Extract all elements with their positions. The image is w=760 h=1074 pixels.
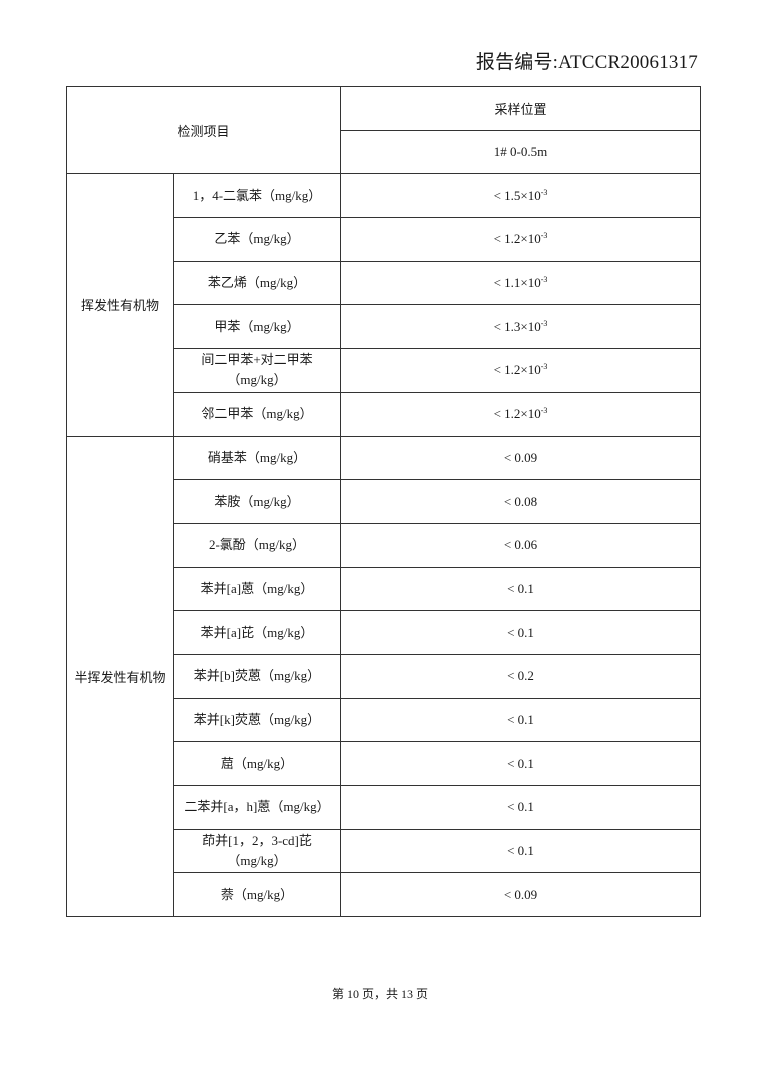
sample-id: 1# 0-0.5m bbox=[340, 129, 701, 175]
test-item: 邻二甲苯（mg/kg） bbox=[173, 391, 341, 437]
test-item: 萘（mg/kg） bbox=[173, 872, 341, 918]
report-number: 报告编号:ATCCR20061317 bbox=[475, 52, 698, 73]
table-row: 挥发性有机物 1，4-二氯苯（mg/kg） < 1.5×10-3 bbox=[66, 173, 701, 437]
test-item: 硝基苯（mg/kg） bbox=[173, 435, 341, 481]
test-item: 2-氯酚（mg/kg） bbox=[173, 522, 341, 568]
table-row: 苯并[a]蒽（mg/kg） < 0.1 bbox=[67, 566, 701, 612]
test-value: < 0.1 bbox=[340, 610, 701, 655]
value-text: < 1.2×10 bbox=[493, 406, 541, 422]
test-value: < 0.09 bbox=[340, 435, 701, 481]
test-value: < 1.2×10-3 bbox=[340, 217, 701, 262]
value-exponent: -3 bbox=[540, 406, 548, 416]
value-text: < 0.1 bbox=[507, 624, 534, 640]
test-value: < 0.1 bbox=[340, 828, 701, 874]
test-value: < 0.1 bbox=[340, 566, 701, 612]
table-row: 乙苯（mg/kg） < 1.2×10-3 bbox=[67, 217, 701, 262]
value-text: < 0.1 bbox=[507, 755, 534, 771]
value-exponent: -3 bbox=[540, 275, 548, 285]
page-footer: 第 10 页，共 13 页 bbox=[331, 987, 428, 1001]
value-text: < 0.06 bbox=[503, 537, 538, 553]
value-text: < 0.1 bbox=[507, 711, 534, 727]
value-exponent: -3 bbox=[540, 231, 548, 241]
test-item: 二苯并[a，h]蒽（mg/kg） bbox=[173, 785, 341, 830]
table-row: 苯并[b]荧蒽（mg/kg） < 0.2 bbox=[67, 653, 701, 699]
value-text: < 0.08 bbox=[503, 493, 538, 509]
value-text: < 1.2×10 bbox=[493, 362, 541, 378]
table-row: 2-氯酚（mg/kg） < 0.06 bbox=[67, 522, 701, 568]
value-text: < 0.2 bbox=[507, 668, 534, 684]
test-item: 乙苯（mg/kg） bbox=[173, 217, 341, 262]
test-value: < 1.5×10-3 bbox=[340, 173, 701, 219]
test-item: 䓛（mg/kg） bbox=[173, 741, 341, 786]
table-row: 邻二甲苯（mg/kg） < 1.2×10-3 bbox=[67, 391, 701, 437]
test-item: 茚并[1，2，3-cd]芘（mg/kg） bbox=[173, 828, 341, 874]
group-name: 挥发性有机物 bbox=[66, 173, 174, 437]
test-value: < 1.2×10-3 bbox=[340, 391, 701, 437]
value-exponent: -3 bbox=[540, 362, 548, 372]
test-value: < 0.1 bbox=[340, 785, 701, 830]
value-text: < 0.1 bbox=[507, 580, 534, 596]
table-row: 二苯并[a，h]蒽（mg/kg） < 0.1 bbox=[67, 785, 701, 830]
value-text: < 0.1 bbox=[507, 799, 534, 815]
test-item: 苯胺（mg/kg） bbox=[173, 479, 341, 524]
table-row: 苯并[a]芘（mg/kg） < 0.1 bbox=[67, 610, 701, 655]
test-value: < 1.2×10-3 bbox=[340, 348, 701, 393]
value-text: < 1.2×10 bbox=[493, 231, 541, 247]
value-text: < 0.09 bbox=[503, 449, 538, 465]
test-item: 苯并[k]荧蒽（mg/kg） bbox=[173, 697, 341, 743]
value-exponent: -3 bbox=[540, 318, 548, 328]
value-text: < 1.5×10 bbox=[493, 187, 541, 203]
test-item: 苯并[a]蒽（mg/kg） bbox=[173, 566, 341, 612]
header-row: 检测项目 采样位置 bbox=[66, 85, 701, 175]
header-item: 检测项目 bbox=[66, 85, 341, 175]
table-row: 茚并[1，2，3-cd]芘（mg/kg） < 0.1 bbox=[67, 828, 701, 874]
results-table: 检测项目 采样位置 1# 0-0.5m 挥发性有机物 1，4-二氯苯（mg/kg）… bbox=[66, 85, 701, 918]
test-value: < 0.06 bbox=[340, 522, 701, 568]
group-name: 半挥发性有机物 bbox=[66, 435, 174, 918]
test-value: < 0.2 bbox=[340, 653, 701, 699]
test-value: < 0.09 bbox=[340, 872, 701, 918]
value-text: < 1.3×10 bbox=[493, 318, 541, 334]
test-item: 苯并[a]芘（mg/kg） bbox=[173, 610, 341, 655]
table-row: 半挥发性有机物 硝基苯（mg/kg） < 0.09 bbox=[66, 435, 701, 918]
value-exponent: -3 bbox=[540, 187, 548, 197]
test-item: 1，4-二氯苯（mg/kg） bbox=[173, 173, 341, 219]
test-value: < 0.1 bbox=[340, 741, 701, 786]
test-item: 甲苯（mg/kg） bbox=[173, 304, 341, 350]
table-row: 苯并[k]荧蒽（mg/kg） < 0.1 bbox=[67, 697, 701, 743]
value-text: < 0.09 bbox=[503, 886, 538, 902]
test-value: < 0.08 bbox=[340, 479, 701, 524]
value-text: < 1.1×10 bbox=[493, 275, 541, 291]
table-row: 间二甲苯+对二甲苯（mg/kg） < 1.2×10-3 bbox=[67, 348, 701, 393]
header-sample-row: 1# 0-0.5m bbox=[67, 129, 701, 175]
test-item: 苯并[b]荧蒽（mg/kg） bbox=[173, 653, 341, 699]
test-value: < 0.1 bbox=[340, 697, 701, 743]
table-row: 苯乙烯（mg/kg） < 1.1×10-3 bbox=[67, 260, 701, 306]
test-item: 苯乙烯（mg/kg） bbox=[173, 260, 341, 306]
header-location: 采样位置 bbox=[340, 86, 701, 131]
test-item: 间二甲苯+对二甲苯（mg/kg） bbox=[173, 348, 341, 393]
test-value: < 1.3×10-3 bbox=[340, 304, 701, 350]
table-row: 萘（mg/kg） < 0.09 bbox=[67, 872, 701, 918]
value-text: < 0.1 bbox=[507, 843, 534, 859]
test-value: < 1.1×10-3 bbox=[340, 260, 701, 306]
table-row: 甲苯（mg/kg） < 1.3×10-3 bbox=[67, 304, 701, 350]
